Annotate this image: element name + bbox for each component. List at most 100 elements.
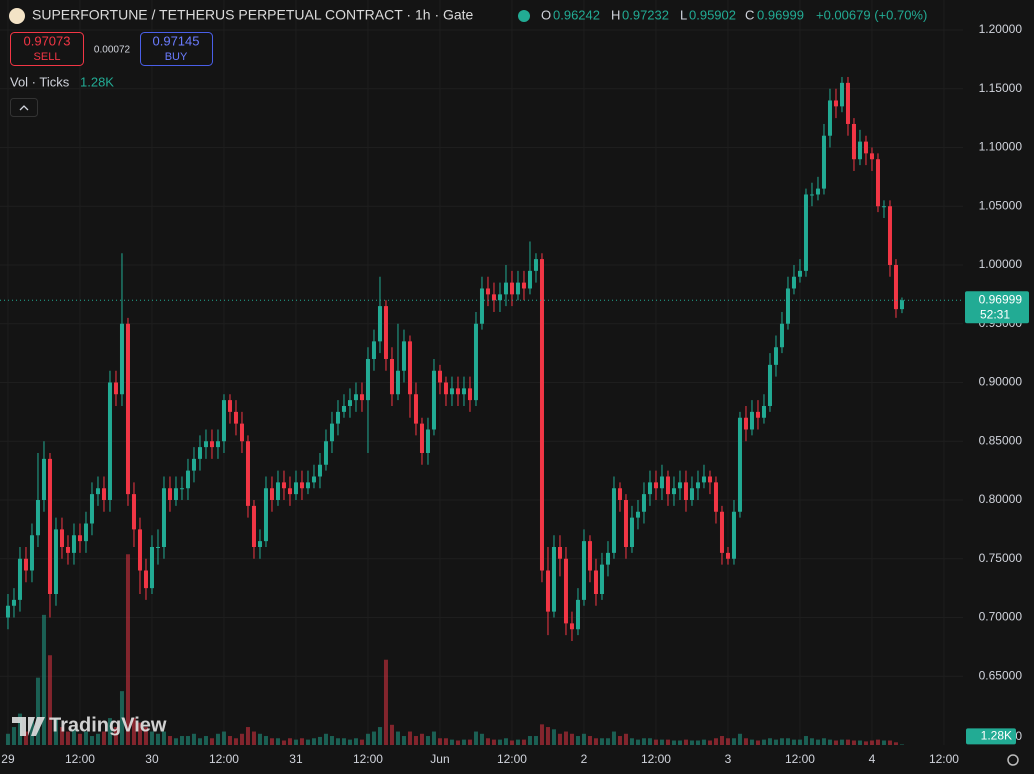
buy-price[interactable]: 0.97145	[153, 33, 200, 48]
volume-bar	[413, 736, 418, 745]
symbol-title[interactable]: SUPERFORTUNE / TETHERUS PERPETUAL CONTRA…	[32, 7, 474, 23]
volume-bar	[497, 739, 502, 745]
x-tick-label: 2	[581, 752, 588, 766]
candle-body	[353, 394, 358, 401]
candle-body	[371, 341, 376, 359]
candle-body	[131, 494, 136, 530]
collapse-icon[interactable]	[19, 105, 29, 111]
volume-bar	[197, 738, 202, 745]
candle-body	[887, 206, 892, 265]
candle-body	[239, 423, 244, 442]
volume-bar	[83, 731, 88, 745]
candle-body	[437, 370, 442, 383]
status-dot	[518, 10, 530, 22]
candle-body	[845, 82, 850, 124]
candle-body	[545, 570, 550, 612]
volume-bar	[473, 731, 478, 745]
volume-bar	[749, 739, 754, 745]
volume-bar	[137, 722, 142, 745]
volume-bar	[425, 736, 430, 745]
candle-body	[179, 488, 184, 490]
ohlc-value: 0.97232	[622, 7, 669, 22]
volume-legend: Vol · Ticks	[10, 74, 70, 89]
volume-bar	[353, 738, 358, 745]
candle-body	[815, 188, 820, 195]
volume-bar	[113, 727, 118, 745]
volume-bar	[899, 744, 904, 745]
sell-price[interactable]: 0.97073	[24, 33, 71, 48]
volume-bar	[209, 738, 214, 745]
collapse-button[interactable]	[10, 98, 38, 117]
candle-body	[299, 482, 304, 489]
volume-bar	[395, 731, 400, 745]
volume-bar	[329, 736, 334, 745]
buy-button[interactable]: 0.97145 BUY	[140, 32, 213, 66]
buy-label[interactable]: BUY	[165, 51, 188, 63]
volume-bar	[599, 738, 604, 745]
volume-bar	[695, 740, 700, 745]
candle-body	[203, 441, 208, 448]
candle-body	[749, 411, 754, 430]
candle-body	[809, 194, 814, 196]
volume-bar	[47, 655, 52, 745]
candle-body	[23, 558, 28, 571]
volume-bar	[605, 738, 610, 745]
volume-bar	[23, 731, 28, 745]
candle-body	[617, 488, 622, 500]
candle-body	[17, 558, 22, 600]
volume-bar	[443, 738, 448, 745]
volume-bar	[563, 731, 568, 745]
y-tick-label: 0.65000	[979, 668, 1023, 682]
candle-body	[791, 276, 796, 289]
volume-bar	[815, 739, 820, 745]
volume-bar	[101, 731, 106, 745]
volume-legend-value: 1.28K	[80, 74, 114, 89]
volume-bar	[533, 736, 538, 745]
candle-body	[389, 358, 394, 395]
candle-body	[557, 546, 562, 559]
volume-bar	[407, 731, 412, 745]
volume-bar	[65, 731, 70, 745]
candle-body	[533, 259, 538, 271]
x-tick-label: 31	[289, 752, 303, 766]
candle-body	[311, 476, 316, 483]
countdown: 52:31	[980, 307, 1010, 321]
candle-body	[587, 541, 592, 571]
volume-bar	[635, 739, 640, 745]
buy-box[interactable]	[140, 32, 213, 66]
sell-label[interactable]: SELL	[34, 51, 61, 63]
y-tick-label: 1.10000	[979, 140, 1023, 154]
candles	[5, 76, 904, 642]
volume-bar	[665, 739, 670, 745]
volume-bar	[737, 733, 742, 745]
candle-body	[101, 488, 106, 500]
candle-body	[197, 447, 202, 459]
axes: 29 12:00 30 12:00 31 12:00 Jun 12:00 2 12:00 3 12:0…	[0, 22, 1029, 766]
volume-bar	[257, 733, 262, 745]
volume-bar	[671, 740, 676, 745]
settings-button[interactable]	[1007, 754, 1019, 766]
volume-bar	[239, 733, 244, 745]
sell-button[interactable]: 0.97073 SELL	[10, 32, 84, 66]
volume-bar	[11, 727, 16, 745]
volume-bar	[503, 738, 508, 745]
candle-body	[683, 482, 688, 500]
candle-body	[269, 488, 274, 500]
candle-body	[785, 288, 790, 324]
candle-body	[665, 476, 670, 495]
volume-bars	[5, 554, 904, 745]
candle-body	[773, 347, 778, 365]
sell-box[interactable]	[10, 32, 84, 66]
candle-body	[797, 270, 802, 277]
volume-bar	[593, 738, 598, 745]
candle-body	[491, 294, 496, 301]
symbol-icon[interactable]	[9, 8, 25, 24]
volume-bar	[803, 736, 808, 745]
ohlc-label: C	[745, 7, 754, 22]
volume-bar	[863, 741, 868, 745]
volume-bar	[719, 736, 724, 745]
spread: 0.00072	[94, 45, 131, 56]
ohlc-value: 0.96242	[553, 7, 600, 22]
volume-bar	[479, 733, 484, 745]
candle-body	[383, 306, 388, 359]
